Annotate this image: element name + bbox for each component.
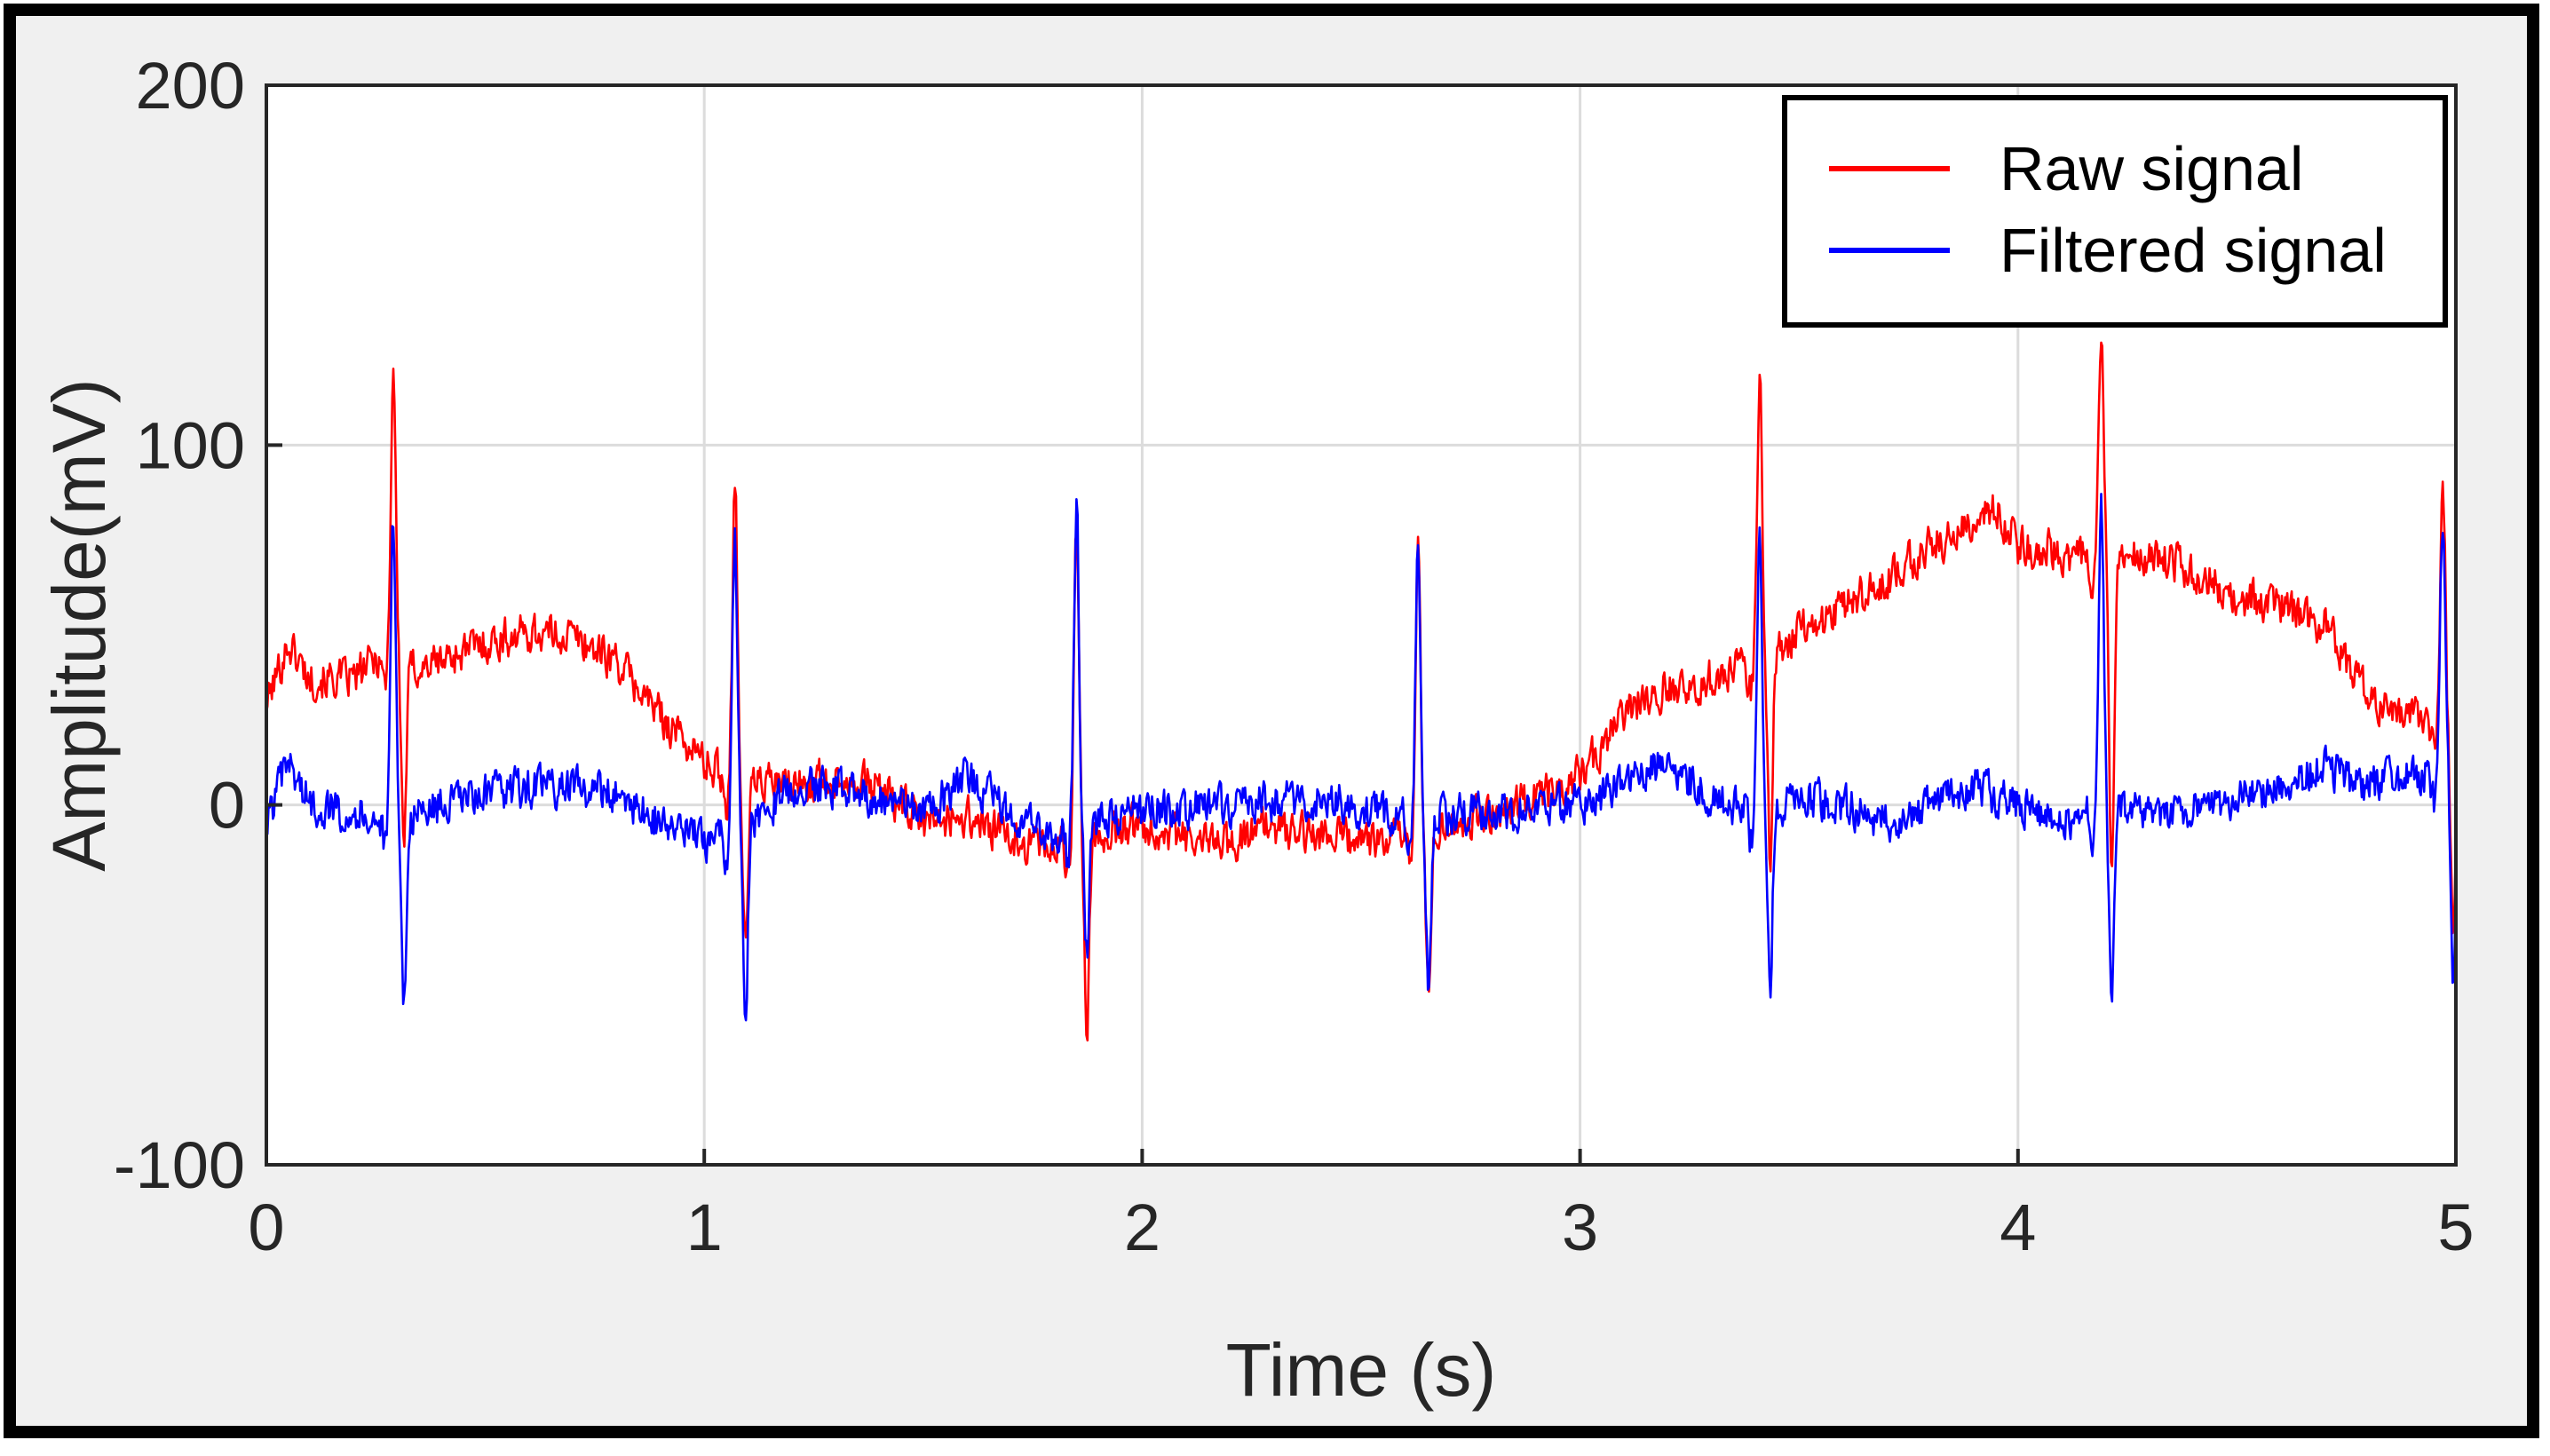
legend-label-filtered: Filtered signal: [2000, 216, 2387, 285]
axes-box: [265, 83, 2458, 1167]
x-axis-label: Time (s): [1226, 1328, 1497, 1412]
y-tick-label: 0: [209, 769, 245, 843]
x-tick-label: 1: [686, 1191, 723, 1264]
x-tick-label: 0: [248, 1191, 284, 1264]
legend: Raw signal Filtered signal: [1782, 95, 2448, 328]
x-tick-label: 2: [1124, 1191, 1160, 1264]
y-axis-label: Amplitude(mV): [37, 378, 121, 871]
legend-label-raw: Raw signal: [2000, 134, 2303, 203]
x-tick-label: 3: [1562, 1191, 1598, 1264]
legend-box: [1782, 95, 2448, 328]
y-tick-label: -100: [114, 1128, 245, 1202]
y-tick-label: 200: [136, 49, 245, 123]
x-tick-label: 5: [2437, 1191, 2474, 1264]
y-tick-label: 100: [136, 408, 245, 482]
filtered-signal-line: [265, 492, 2458, 1022]
raw-signal-line: [265, 341, 2458, 1042]
x-tick-label: 4: [2000, 1191, 2036, 1264]
series-layer: [265, 341, 2458, 1042]
